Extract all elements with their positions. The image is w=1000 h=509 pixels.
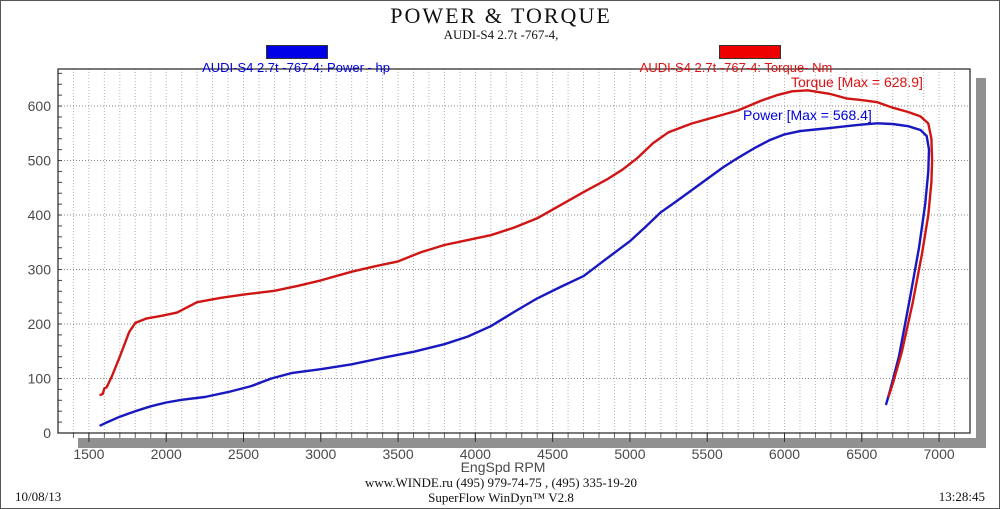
x-tick-label: 6000 xyxy=(769,446,800,462)
plot-shadow-bottom xyxy=(78,438,986,448)
x-tick-label: 2000 xyxy=(151,446,182,462)
x-tick-label: 1500 xyxy=(73,446,104,462)
power-max-annotation: Power [Max = 568.4] xyxy=(743,107,872,123)
x-tick-label: 4000 xyxy=(460,446,491,462)
plot-border xyxy=(57,68,971,434)
page-subtitle: AUDI-S4 2.7t -767-4, xyxy=(443,27,559,42)
y-tick-label: 200 xyxy=(28,316,52,332)
x-tick-label: 5500 xyxy=(692,446,723,462)
torque-legend-label: AUDI-S4 2.7t -767-4: Torque- Nm xyxy=(639,60,833,75)
power-curve xyxy=(99,122,931,427)
x-tick-label: 6500 xyxy=(846,446,877,462)
y-tick-label: 500 xyxy=(28,153,52,169)
x-tick-label: 7000 xyxy=(924,446,955,462)
y-tick-label: 100 xyxy=(28,371,52,387)
x-tick-label: 4500 xyxy=(537,446,568,462)
x-tick-label: 3500 xyxy=(382,446,413,462)
footer-software: SuperFlow WinDyn™ V2.8 xyxy=(428,490,574,505)
power-legend-label: AUDI-S4 2.7t -767-4: Power - hp xyxy=(202,60,390,75)
torque-legend-swatch xyxy=(719,45,781,59)
x-axis-label: EngSpd RPM xyxy=(461,459,546,475)
y-tick-label: 300 xyxy=(28,262,52,278)
footer-time: 13:28:45 xyxy=(938,489,985,504)
plot-shadow-right xyxy=(976,78,986,448)
y-tick-label: 400 xyxy=(28,207,52,223)
page-title: POWER & TORQUE xyxy=(390,3,612,28)
y-tick-label: 600 xyxy=(28,98,52,114)
torque-curve xyxy=(99,89,934,398)
power-legend-swatch xyxy=(266,45,328,59)
footer-website: www.WINDE.ru (495) 979-74-75 , (495) 335… xyxy=(364,475,638,490)
torque-max-annotation: Torque [Max = 628.9] xyxy=(791,74,923,90)
x-tick-label: 5000 xyxy=(614,446,645,462)
y-tick-label: 0 xyxy=(43,425,51,441)
x-tick-label: 3000 xyxy=(305,446,336,462)
footer-date: 10/08/13 xyxy=(15,489,62,504)
x-tick-label: 2500 xyxy=(228,446,259,462)
